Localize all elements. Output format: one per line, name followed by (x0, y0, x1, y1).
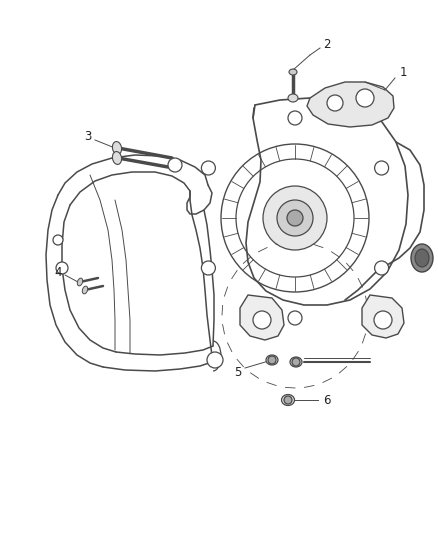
Circle shape (374, 261, 389, 275)
Circle shape (53, 235, 63, 245)
Ellipse shape (289, 69, 297, 75)
Text: 1: 1 (400, 66, 407, 78)
Ellipse shape (266, 355, 278, 365)
Ellipse shape (82, 286, 88, 294)
Polygon shape (240, 295, 284, 340)
Circle shape (356, 89, 374, 107)
Ellipse shape (113, 151, 122, 165)
Circle shape (374, 161, 389, 175)
Circle shape (292, 358, 300, 366)
Circle shape (268, 356, 276, 364)
Ellipse shape (290, 357, 302, 367)
Circle shape (56, 262, 68, 274)
Ellipse shape (282, 394, 294, 406)
Circle shape (288, 111, 302, 125)
Polygon shape (362, 295, 404, 338)
Text: 5: 5 (234, 366, 242, 378)
Circle shape (263, 186, 327, 250)
Circle shape (288, 311, 302, 325)
Circle shape (201, 161, 215, 175)
Text: 3: 3 (84, 131, 92, 143)
Circle shape (287, 210, 303, 226)
Text: 2: 2 (323, 38, 331, 52)
Ellipse shape (288, 94, 298, 102)
Circle shape (277, 200, 313, 236)
Ellipse shape (415, 249, 429, 267)
Text: 4: 4 (54, 265, 62, 279)
Polygon shape (307, 82, 394, 127)
Ellipse shape (411, 244, 433, 272)
Text: 6: 6 (323, 393, 331, 407)
Ellipse shape (77, 278, 83, 286)
Circle shape (374, 311, 392, 329)
Circle shape (327, 95, 343, 111)
Circle shape (201, 261, 215, 275)
Ellipse shape (113, 142, 122, 155)
Circle shape (207, 352, 223, 368)
Circle shape (284, 396, 292, 404)
Circle shape (253, 311, 271, 329)
Circle shape (168, 158, 182, 172)
